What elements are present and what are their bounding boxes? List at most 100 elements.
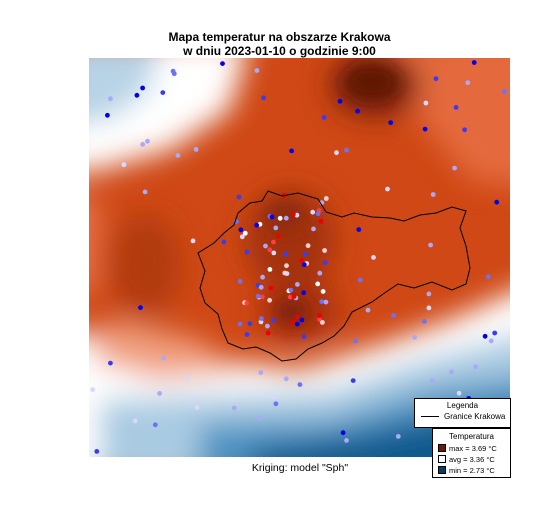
station-point [426, 291, 432, 297]
station-point [323, 196, 329, 201]
station-point [267, 267, 273, 272]
avg-swatch [438, 455, 446, 463]
station-point [105, 112, 110, 118]
station-point [295, 282, 300, 287]
station-point [319, 299, 325, 304]
max-swatch [438, 444, 446, 452]
station-point [388, 120, 394, 125]
station-point [220, 61, 225, 66]
station-point [138, 305, 143, 310]
boundary-line-symbol [421, 416, 439, 417]
station-point [492, 330, 498, 336]
station-point [294, 314, 300, 320]
station-point [317, 270, 323, 276]
station-point [268, 285, 274, 291]
legend-boundary: Legenda Granice Krakowa [414, 398, 511, 428]
station-point [157, 391, 163, 396]
station-point [161, 355, 167, 361]
legend-row-min: min = 2.73 °C [438, 466, 495, 475]
station-point [145, 138, 150, 144]
legend-row-avg: avg = 3.36 °C [438, 455, 495, 464]
station-point [193, 395, 198, 401]
station-point [121, 162, 127, 168]
station-point [221, 239, 227, 245]
station-point [320, 289, 326, 294]
station-point [340, 430, 346, 436]
station-point [337, 98, 343, 104]
station-point [321, 115, 327, 120]
station-point [108, 96, 113, 102]
station-point [422, 319, 427, 324]
station-point [299, 317, 305, 323]
station-point [302, 251, 308, 257]
avg-value: 3.36 [469, 455, 485, 464]
station-point [422, 126, 428, 132]
station-point [152, 422, 158, 428]
station-point [291, 211, 296, 217]
chart-title-line2: w dniu 2023-01-10 o godzinie 9:00 [183, 44, 376, 58]
station-point [356, 227, 362, 233]
station-point [175, 153, 181, 158]
station-point [273, 401, 279, 407]
station-point [260, 274, 265, 280]
station-point [271, 317, 277, 323]
avg-label: avg = [449, 455, 470, 464]
station-point [90, 387, 96, 392]
station-point [494, 199, 500, 205]
station-point [283, 376, 289, 382]
station-point [391, 313, 396, 318]
krakow-boundary [197, 190, 471, 362]
station-point [305, 243, 311, 249]
station-point [334, 150, 339, 156]
station-point [185, 376, 190, 381]
station-point [237, 321, 243, 327]
station-point [255, 293, 261, 299]
station-point [473, 364, 478, 370]
station-point [269, 214, 275, 220]
station-point [289, 148, 294, 154]
station-point [134, 92, 140, 98]
min-label: min = [449, 466, 470, 475]
station-point [322, 248, 327, 253]
avg-unit: °C [484, 455, 495, 464]
station-point [315, 281, 321, 287]
station-point [456, 390, 462, 396]
station-point [283, 215, 289, 221]
station-point [237, 279, 243, 284]
station-point [453, 105, 459, 110]
station-point [452, 165, 457, 171]
station-point [289, 320, 295, 326]
min-swatch [438, 466, 446, 474]
station-point [170, 68, 176, 74]
station-point [254, 222, 260, 228]
station-point [317, 313, 322, 318]
station-point [315, 211, 321, 217]
station-point [488, 338, 494, 344]
station-point [132, 418, 138, 424]
station-point [194, 405, 200, 410]
station-point [462, 127, 467, 133]
station-point [357, 277, 363, 283]
station-point [238, 227, 244, 233]
station-point [412, 335, 417, 340]
station-point [426, 305, 432, 311]
station-point [231, 405, 237, 411]
station-point [301, 262, 307, 268]
max-unit: °C [486, 444, 497, 453]
station-point [465, 80, 471, 86]
legend-title: Legenda [446, 401, 479, 410]
station-point [433, 76, 439, 82]
station-point [350, 378, 356, 383]
station-point [344, 147, 349, 153]
station-point [297, 382, 303, 387]
station-point [193, 147, 199, 152]
station-point [244, 300, 250, 306]
station-point [485, 274, 491, 280]
station-point [395, 434, 401, 439]
max-label: max = [449, 444, 472, 453]
boundary-label: Granice Krakowa [444, 412, 506, 421]
legend-temperature: Temperatura max = 3.69 °C avg = 3.36 °C … [432, 428, 511, 478]
max-value: 3.69 [471, 444, 487, 453]
station-point [320, 320, 325, 325]
legend-row-max: max = 3.69 °C [438, 444, 497, 453]
